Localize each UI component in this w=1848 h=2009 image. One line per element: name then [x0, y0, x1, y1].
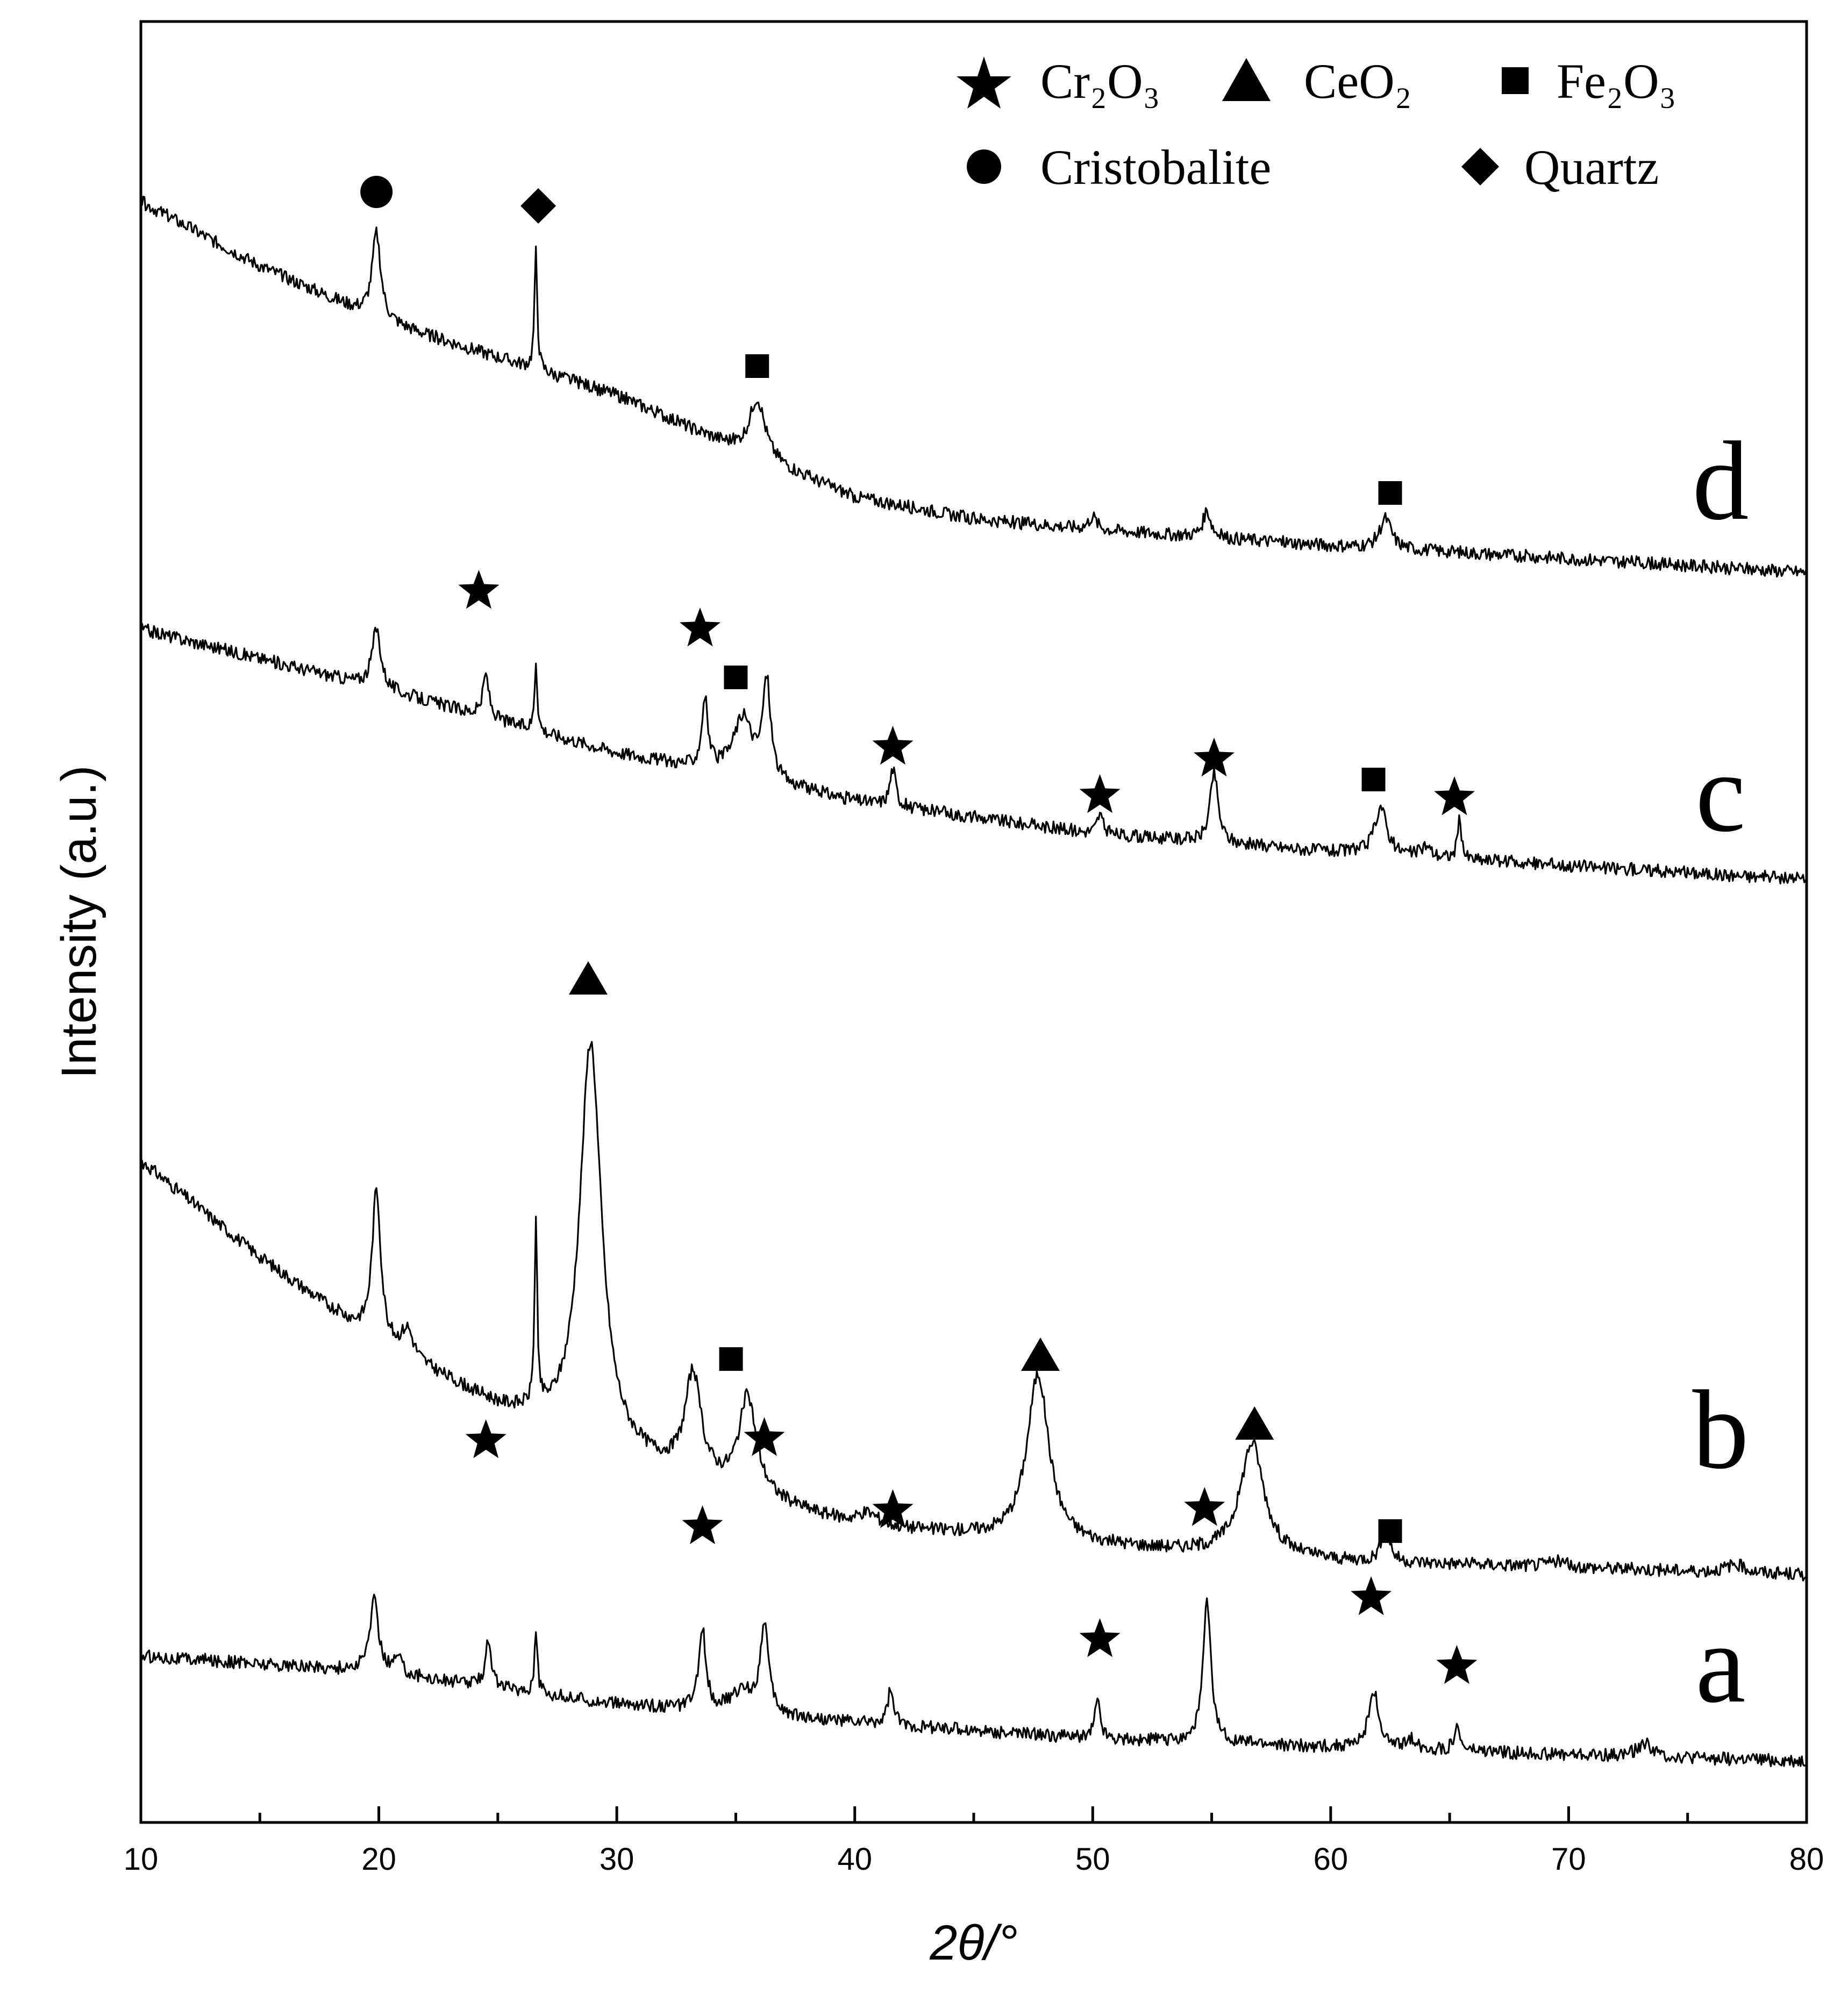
legend-square-symbol [1502, 67, 1529, 94]
xrd-pattern-c [140, 623, 1808, 885]
marker-star-c [1079, 774, 1121, 813]
x-tick-label: 30 [600, 1842, 634, 1877]
marker-square-c [1361, 768, 1386, 791]
marker-star-a [1079, 1618, 1121, 1657]
x-tick-label: 40 [837, 1842, 872, 1877]
marker-star-a [465, 1419, 506, 1459]
marker-triangle-b [569, 961, 608, 995]
marker-star-c [680, 607, 721, 647]
legend-label-fe2o3: Fe₂O₃ [1557, 54, 1676, 109]
series-group [140, 196, 1808, 1768]
legend-label-cr2o3: Cr₂O₃ [1040, 54, 1160, 109]
marker-star-a [1436, 1645, 1478, 1684]
legend-label-ceo2: CeO₂ [1304, 54, 1412, 109]
marker-square-d [1378, 481, 1402, 505]
legend-triangle-symbol [1222, 58, 1271, 101]
marker-star-a [682, 1505, 723, 1545]
x-axis-ticks: 10 20 30 40 50 60 70 80 [124, 1806, 1824, 1877]
legend: Cr₂O₃ CeO₂ Fe₂O₃ Cristobalite Quartz [957, 54, 1676, 195]
legend-label-quartz: Quartz [1524, 140, 1659, 195]
x-axis-title: 2θ/° [929, 1915, 1017, 1970]
y-axis-title: Intensity (a.u.) [52, 766, 106, 1079]
x-tick-label: 60 [1314, 1842, 1348, 1877]
marker-star-c [872, 726, 914, 765]
marker-diamond-d [520, 188, 556, 224]
marker-star-c [1194, 738, 1235, 777]
x-tick-label: 70 [1551, 1842, 1586, 1877]
marker-circle-d [360, 176, 393, 208]
xrd-pattern-d [140, 196, 1808, 578]
plot-frame [139, 20, 1808, 1824]
marker-star-a [872, 1489, 914, 1528]
marker-square-c [724, 666, 748, 689]
curve-labels: d c b a [1693, 419, 1749, 1726]
marker-star-a [744, 1417, 785, 1456]
curve-label-d: d [1693, 419, 1749, 544]
curve-label-c: c [1695, 731, 1745, 855]
marker-square-d [745, 354, 769, 378]
marker-star-c [458, 570, 500, 609]
peak-markers [360, 176, 1478, 1684]
marker-star-a [1184, 1487, 1225, 1526]
legend-label-cristobalite: Cristobalite [1040, 140, 1271, 195]
marker-star-a [1351, 1576, 1392, 1615]
x-tick-label: 10 [124, 1842, 159, 1877]
legend-circle-symbol [967, 149, 1001, 184]
x-tick-label: 50 [1075, 1842, 1110, 1877]
curve-label-b: b [1693, 1368, 1749, 1492]
xrd-pattern-a [140, 1593, 1808, 1768]
marker-square-b [1378, 1519, 1402, 1543]
marker-triangle-b [1021, 1338, 1060, 1371]
curve-label-a: a [1695, 1602, 1745, 1726]
marker-star-c [1434, 776, 1475, 816]
marker-triangle-b [1235, 1406, 1274, 1440]
legend-diamond-symbol [1461, 148, 1499, 185]
xrd-pattern-b [141, 1041, 1807, 1582]
legend-star-symbol [957, 56, 1011, 109]
x-tick-label: 80 [1789, 1842, 1824, 1877]
x-tick-label: 20 [361, 1842, 396, 1877]
marker-square-b [719, 1347, 743, 1371]
